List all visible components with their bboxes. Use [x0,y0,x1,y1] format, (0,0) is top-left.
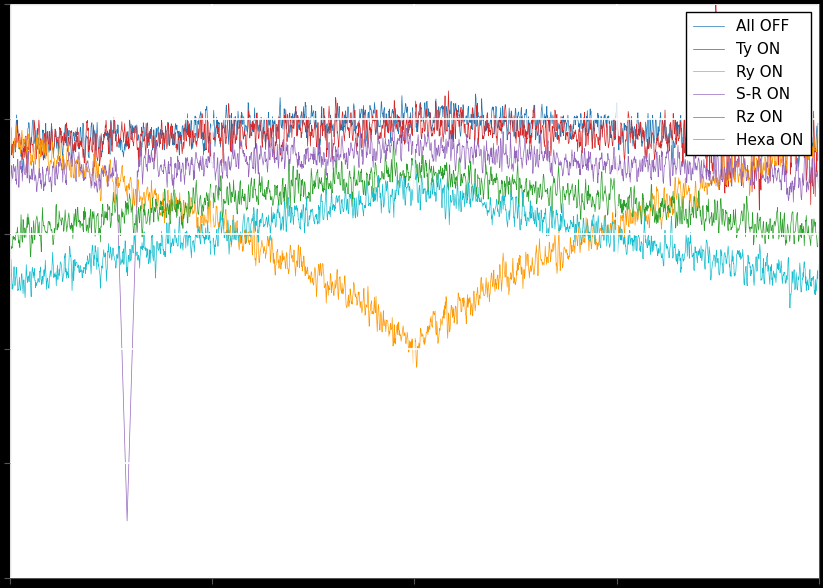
Ty ON [791,160,801,167]
Ry ON [398,322,408,329]
S-R ON [388,117,398,124]
All OFF [377,110,387,117]
Hexa ON [5,286,15,293]
Legend: All OFF, Ty ON, Ry ON, S-R ON, Rz ON, Hexa ON: All OFF, Ty ON, Ry ON, S-R ON, Rz ON, He… [686,12,811,155]
Ry ON [642,218,652,225]
All OFF [643,118,653,125]
Line: Ty ON: Ty ON [10,0,819,210]
Ry ON [814,134,823,141]
S-R ON [46,179,56,186]
S-R ON [122,517,132,524]
S-R ON [643,159,653,166]
Rz ON [5,211,15,218]
Rz ON [399,177,409,184]
Hexa ON [410,156,420,163]
Ry ON [791,154,801,161]
Hexa ON [814,262,823,269]
Ty ON [46,140,56,147]
Rz ON [377,168,387,175]
All OFF [398,118,408,125]
S-R ON [377,145,387,152]
All OFF [471,91,481,98]
S-R ON [5,161,15,168]
Ty ON [791,154,801,161]
Rz ON [814,229,823,236]
Hexa ON [642,244,652,251]
Hexa ON [377,202,387,209]
All OFF [18,168,28,175]
S-R ON [791,156,801,163]
Hexa ON [791,275,801,282]
Line: S-R ON: S-R ON [10,121,819,521]
Line: Ry ON: Ry ON [10,125,819,368]
Hexa ON [791,269,801,276]
Hexa ON [785,305,795,312]
Rz ON [46,228,56,235]
All OFF [5,147,15,154]
Line: Hexa ON: Hexa ON [10,159,819,308]
Rz ON [388,138,398,145]
Ty ON [642,155,652,162]
All OFF [791,142,801,149]
Hexa ON [398,196,408,203]
Rz ON [643,202,653,209]
Ry ON [377,324,387,331]
Ty ON [814,121,823,128]
Line: Rz ON: Rz ON [10,141,819,256]
S-R ON [791,170,801,177]
Ty ON [398,121,408,128]
Ry ON [412,364,421,371]
Ty ON [377,123,387,131]
All OFF [791,138,801,145]
Ry ON [5,121,15,128]
Ty ON [755,206,765,213]
Line: All OFF: All OFF [10,94,819,172]
Hexa ON [46,273,56,280]
S-R ON [399,134,409,141]
All OFF [46,120,56,127]
All OFF [814,149,823,156]
S-R ON [814,177,823,184]
Ry ON [46,158,56,165]
Ry ON [790,161,800,168]
Rz ON [791,222,801,229]
Ty ON [5,171,15,178]
Rz ON [26,253,35,260]
Rz ON [791,218,801,225]
